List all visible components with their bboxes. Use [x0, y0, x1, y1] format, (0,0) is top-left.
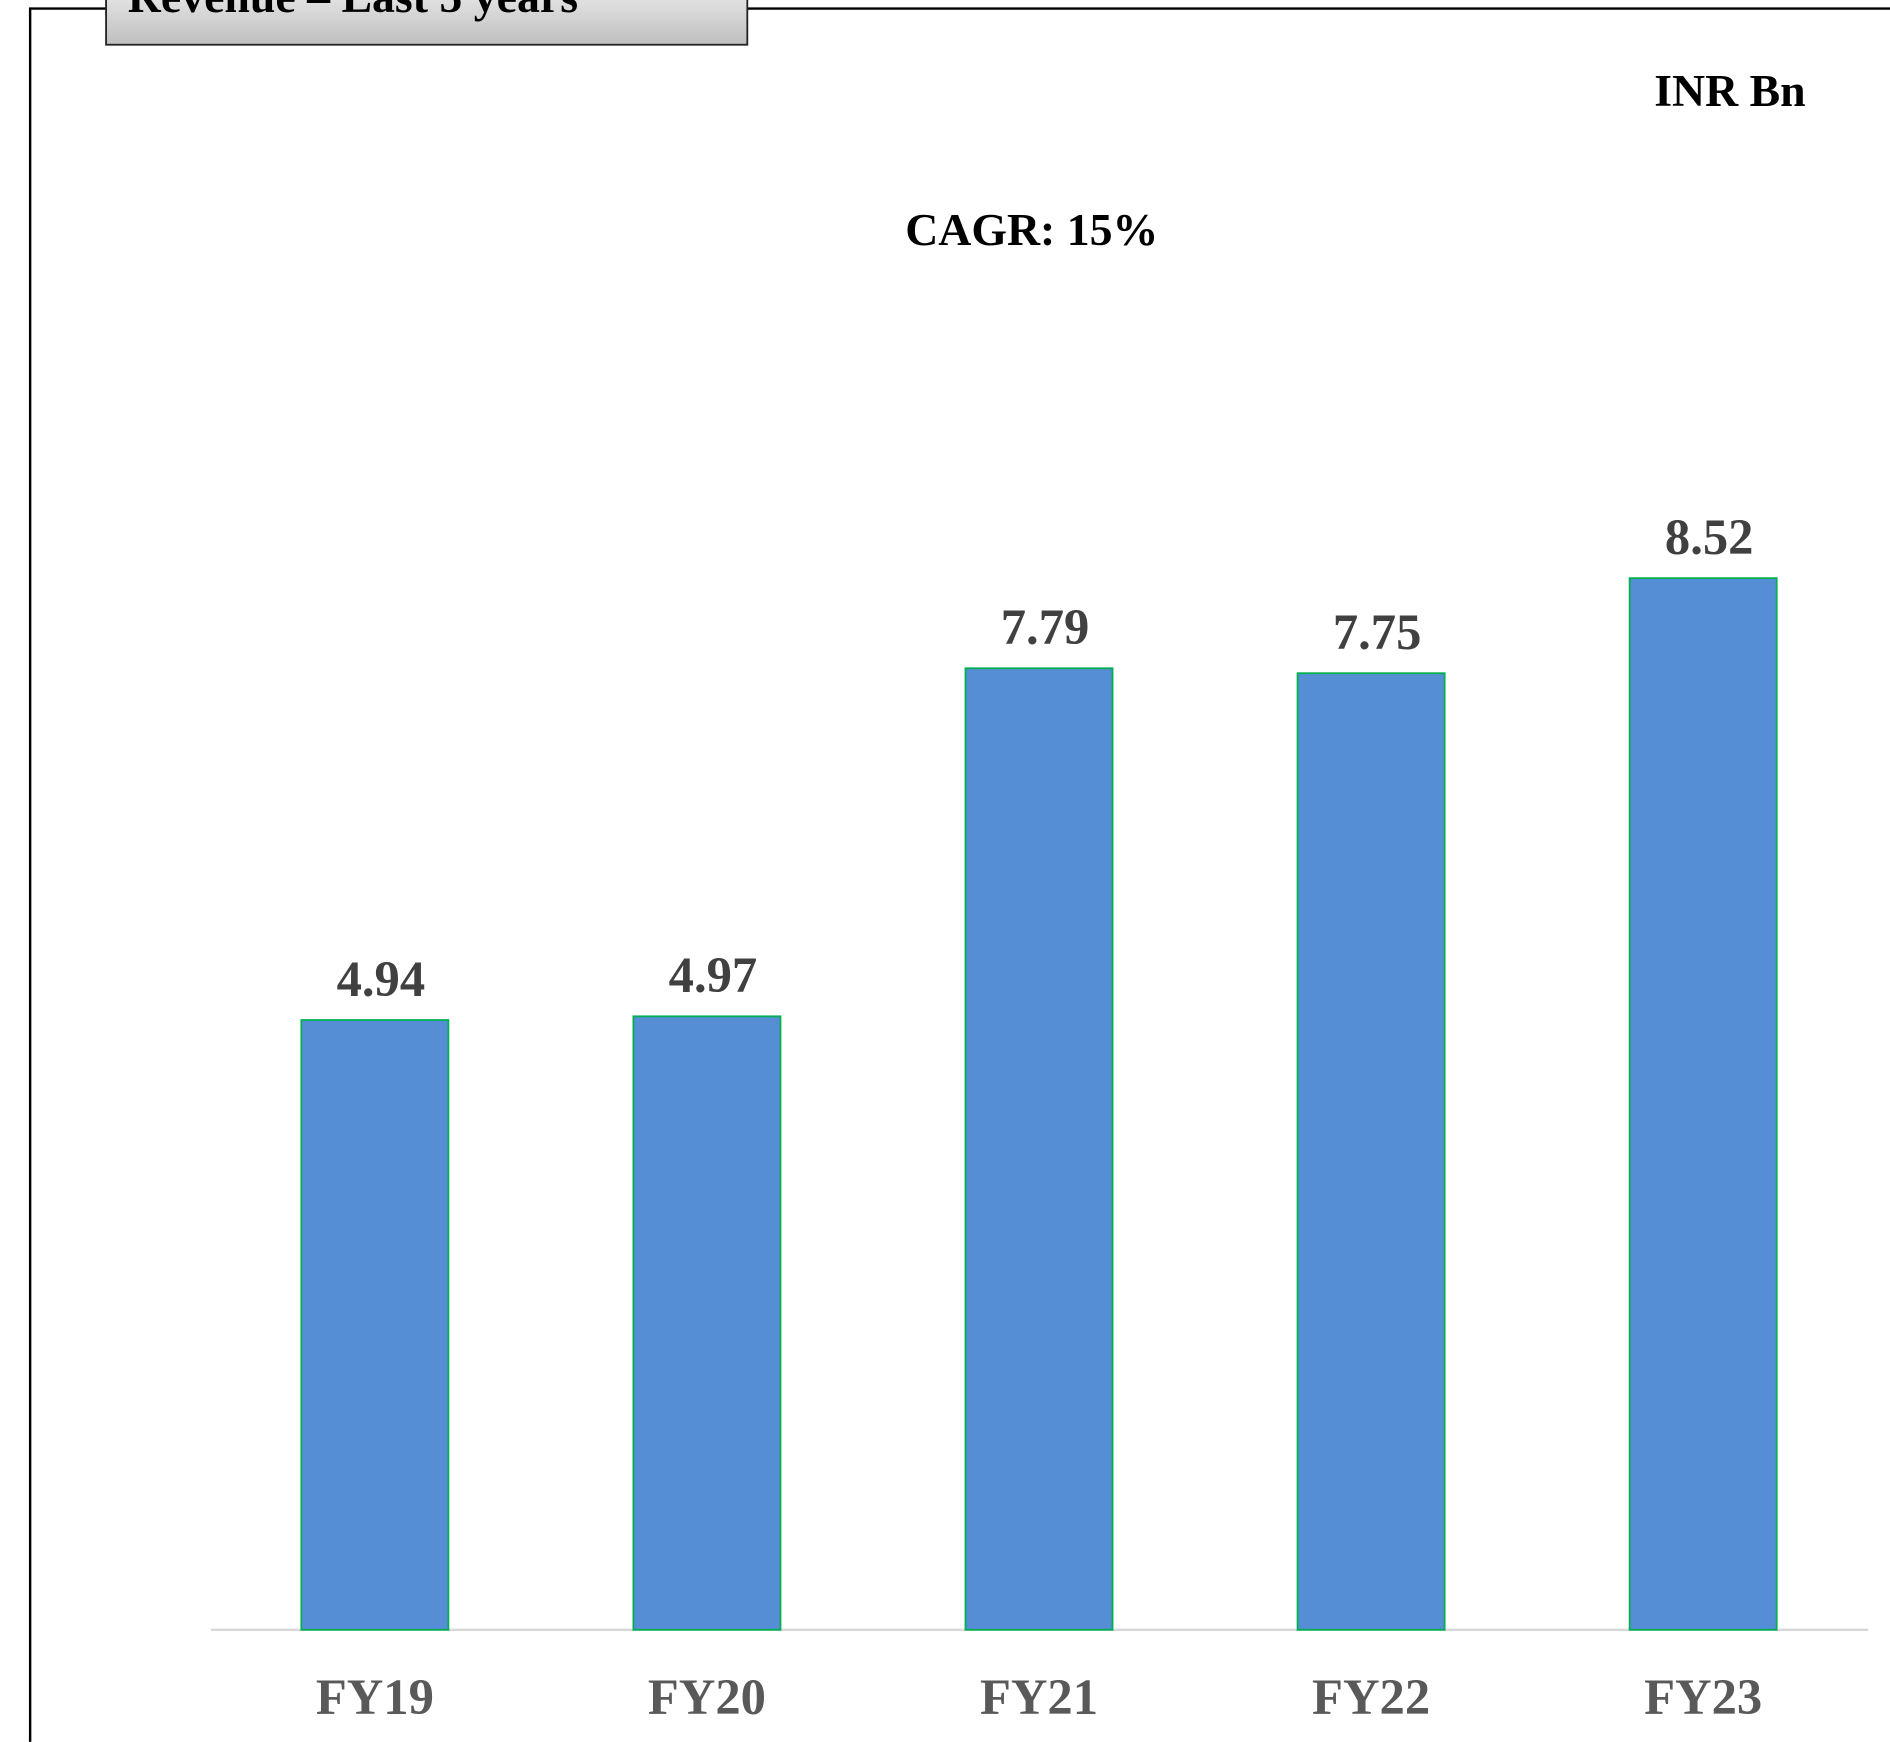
unit-label: INR Bn — [1654, 65, 1805, 116]
x-tick-label: FY19 — [316, 1669, 434, 1725]
frame — [28, 7, 1890, 1742]
bar — [300, 1019, 450, 1631]
x-tick-label: FY23 — [1644, 1669, 1762, 1725]
x-tick-label: FY20 — [648, 1669, 766, 1725]
data-label: 4.97 — [669, 947, 758, 1003]
data-label: 7.79 — [1001, 599, 1090, 655]
x-tick-label: FY21 — [980, 1669, 1098, 1725]
annotation: CAGR: 15% — [905, 204, 1158, 255]
title-box — [105, 0, 749, 46]
bar — [632, 1015, 782, 1631]
x-tick-label: FY22 — [1312, 1669, 1430, 1725]
bar — [1296, 672, 1446, 1631]
data-label: 8.52 — [1665, 509, 1754, 565]
bar — [964, 667, 1114, 1631]
bar — [1628, 577, 1778, 1631]
chart-title: Revenue – Last 5 years — [128, 0, 578, 22]
data-label: 4.94 — [337, 951, 426, 1007]
data-label: 7.75 — [1333, 604, 1422, 660]
